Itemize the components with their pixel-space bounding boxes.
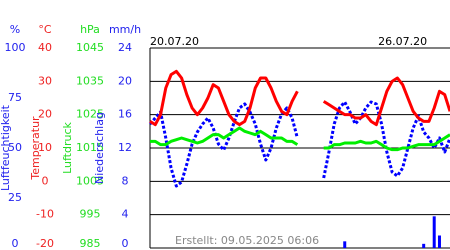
y-tick-label: 1015	[76, 141, 104, 154]
bar	[432, 216, 436, 248]
y-tick-label: 985	[80, 237, 101, 250]
y-tick-label: 12	[118, 141, 132, 154]
y-tick-label: 20	[38, 108, 52, 121]
y-tick-label: 1005	[76, 174, 104, 187]
y-tick-label: 40	[38, 41, 52, 54]
y-tick-label: 25	[8, 191, 22, 204]
axis-unit: hPa	[80, 23, 100, 36]
y-tick-label: 10	[38, 141, 52, 154]
bar	[437, 235, 441, 248]
y-tick-label: 16	[118, 108, 132, 121]
data-line	[149, 69, 299, 127]
data-line	[322, 76, 450, 127]
y-tick-label: 0	[122, 237, 129, 250]
y-tick-label: 75	[8, 91, 22, 104]
axis-title: Luftdruck	[61, 121, 74, 173]
axis-title: Temperatur	[29, 116, 42, 181]
y-tick-label: 8	[122, 174, 129, 187]
x-tick-label: 20.07.20	[150, 35, 199, 48]
y-tick-label: 30	[38, 74, 52, 87]
y-tick-label: 100	[5, 41, 26, 54]
data-line	[323, 133, 450, 152]
data-line	[150, 126, 299, 147]
y-tick-label: 1035	[76, 74, 104, 87]
y-tick-label: 1045	[76, 41, 104, 54]
y-tick-label: 995	[80, 208, 101, 221]
y-tick-label: 24	[118, 41, 132, 54]
y-tick-label: -10	[36, 208, 54, 221]
axis-title: Luftfeuchtigkeit	[0, 104, 12, 191]
y-tick-label: 1025	[76, 108, 104, 121]
axis-unit: °C	[38, 23, 52, 36]
y-tick-label: 0	[42, 174, 49, 187]
y-tick-label: 4	[122, 208, 129, 221]
footer: Erstellt: 09.05.2025 06:06	[175, 234, 319, 247]
y-tick-label: -20	[36, 237, 54, 250]
axis-unit: %	[10, 23, 20, 36]
axis-unit: mm/h	[109, 23, 141, 36]
plot	[148, 47, 450, 249]
bar	[343, 241, 347, 248]
data-line	[148, 102, 299, 188]
y-tick-label: 20	[118, 74, 132, 87]
axis-title: Niederschlag	[93, 112, 106, 184]
y-tick-label: 50	[8, 141, 22, 154]
bar	[422, 243, 426, 248]
x-tick-label: 26.07.20	[378, 35, 427, 48]
data-line	[322, 100, 450, 179]
y-tick-label: 0	[12, 237, 19, 250]
